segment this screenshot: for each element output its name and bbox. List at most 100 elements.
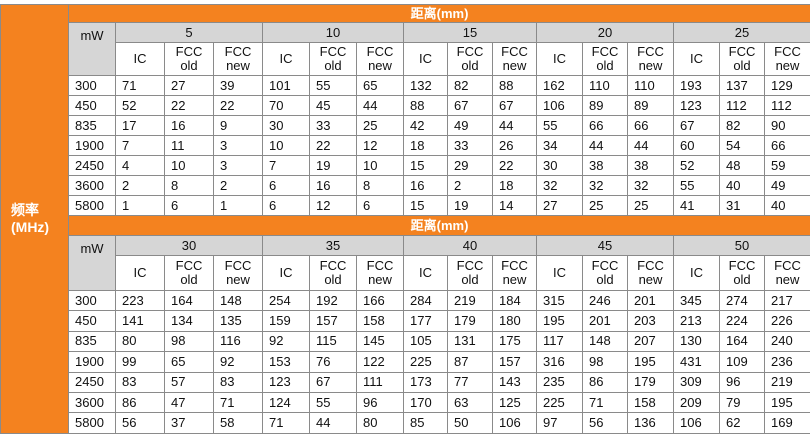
value-cell: 38 — [583, 156, 628, 176]
value-cell: 58 — [214, 413, 263, 433]
value-cell: 134 — [165, 311, 214, 331]
value-cell: 27 — [165, 76, 214, 96]
value-cell: 195 — [537, 311, 583, 331]
value-cell: 184 — [493, 291, 537, 311]
value-cell: 10 — [165, 156, 214, 176]
value-cell: 99 — [116, 352, 165, 372]
value-cell: 44 — [493, 116, 537, 136]
value-cell: 141 — [116, 311, 165, 331]
value-cell: 15 — [404, 196, 448, 216]
value-cell: 284 — [404, 291, 448, 311]
value-cell: 88 — [404, 96, 448, 116]
value-cell: 201 — [628, 291, 674, 311]
value-cell: 59 — [765, 156, 810, 176]
value-cell: 26 — [493, 136, 537, 156]
value-cell: 39 — [214, 76, 263, 96]
value-cell: 82 — [448, 76, 493, 96]
value-cell: 67 — [674, 116, 720, 136]
value-cell: 30 — [263, 116, 310, 136]
value-cell: 98 — [583, 352, 628, 372]
value-cell: 52 — [674, 156, 720, 176]
value-cell: 76 — [310, 352, 357, 372]
column-header: FCC new — [493, 256, 537, 291]
distance-header: 35 — [263, 236, 404, 256]
value-cell: 116 — [214, 331, 263, 351]
frequency: 5800 — [69, 196, 116, 216]
value-cell: 111 — [357, 372, 404, 392]
value-cell: 38 — [628, 156, 674, 176]
value-cell: 316 — [537, 352, 583, 372]
value-cell: 158 — [628, 392, 674, 412]
value-cell: 2 — [214, 176, 263, 196]
section-title: 距离(mm) — [69, 216, 810, 236]
distance-header: 30 — [116, 236, 263, 256]
unit-label: mW — [69, 23, 116, 76]
value-cell: 112 — [720, 96, 765, 116]
value-cell: 82 — [720, 116, 765, 136]
value-cell: 55 — [310, 392, 357, 412]
value-cell: 192 — [310, 291, 357, 311]
value-cell: 117 — [537, 331, 583, 351]
value-cell: 71 — [583, 392, 628, 412]
value-cell: 30 — [537, 156, 583, 176]
value-cell: 17 — [116, 116, 165, 136]
value-cell: 89 — [628, 96, 674, 116]
value-cell: 193 — [674, 76, 720, 96]
value-cell: 18 — [404, 136, 448, 156]
value-cell: 123 — [674, 96, 720, 116]
value-cell: 22 — [214, 96, 263, 116]
distance-header: 25 — [674, 23, 810, 43]
value-cell: 6 — [165, 196, 214, 216]
value-cell: 8 — [357, 176, 404, 196]
value-cell: 25 — [628, 196, 674, 216]
value-cell: 55 — [674, 176, 720, 196]
value-cell: 7 — [263, 156, 310, 176]
value-cell: 195 — [765, 392, 810, 412]
value-cell: 48 — [720, 156, 765, 176]
column-header: FCC old — [583, 43, 628, 76]
value-cell: 42 — [404, 116, 448, 136]
column-header: IC — [404, 43, 448, 76]
value-cell: 52 — [116, 96, 165, 116]
value-cell: 240 — [765, 331, 810, 351]
value-cell: 85 — [404, 413, 448, 433]
value-cell: 40 — [720, 176, 765, 196]
value-cell: 67 — [493, 96, 537, 116]
value-cell: 8 — [165, 176, 214, 196]
value-cell: 129 — [765, 76, 810, 96]
value-cell: 106 — [674, 413, 720, 433]
value-cell: 274 — [720, 291, 765, 311]
distance-header: 40 — [404, 236, 537, 256]
value-cell: 44 — [357, 96, 404, 116]
value-cell: 40 — [765, 196, 810, 216]
frequency: 1900 — [69, 136, 116, 156]
value-cell: 92 — [263, 331, 310, 351]
column-header: IC — [404, 256, 448, 291]
value-cell: 148 — [214, 291, 263, 311]
value-cell: 11 — [165, 136, 214, 156]
value-cell: 44 — [583, 136, 628, 156]
value-cell: 254 — [263, 291, 310, 311]
value-cell: 246 — [583, 291, 628, 311]
value-cell: 157 — [493, 352, 537, 372]
value-cell: 112 — [765, 96, 810, 116]
value-cell: 55 — [310, 76, 357, 96]
value-cell: 131 — [448, 331, 493, 351]
value-cell: 66 — [583, 116, 628, 136]
value-cell: 315 — [537, 291, 583, 311]
value-cell: 345 — [674, 291, 720, 311]
column-header: IC — [537, 43, 583, 76]
value-cell: 175 — [493, 331, 537, 351]
value-cell: 106 — [493, 413, 537, 433]
column-header: FCC new — [214, 43, 263, 76]
value-cell: 137 — [720, 76, 765, 96]
value-cell: 16 — [165, 116, 214, 136]
value-cell: 96 — [720, 372, 765, 392]
frequency: 5800 — [69, 413, 116, 433]
column-header: FCC old — [165, 256, 214, 291]
